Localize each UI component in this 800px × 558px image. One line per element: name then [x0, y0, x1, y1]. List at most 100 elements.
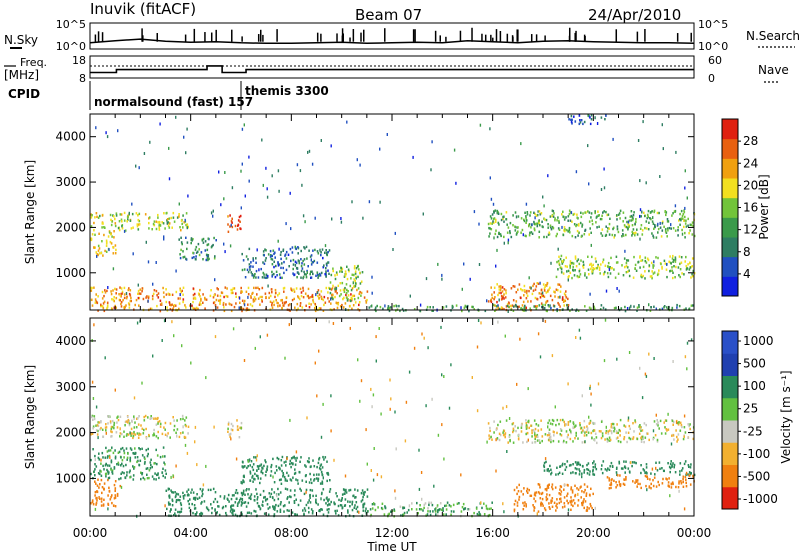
data-cell: [196, 463, 198, 467]
data-cell: [313, 478, 316, 481]
data-cell: [638, 305, 640, 309]
data-cell: [680, 261, 683, 264]
data-cell: [603, 359, 606, 363]
data-cell: [498, 307, 501, 311]
data-cell: [271, 258, 274, 261]
data-cell: [517, 437, 520, 440]
data-cell: [233, 287, 236, 290]
data-cell: [121, 290, 124, 293]
data-cell: [548, 431, 550, 435]
data-cell: [591, 222, 594, 226]
data-cell: [210, 488, 212, 492]
data-cell: [210, 289, 212, 292]
data-cell: [255, 261, 257, 264]
data-cell: [370, 513, 372, 517]
data-cell: [547, 223, 549, 226]
data-cell: [638, 304, 640, 307]
data-cell: [280, 482, 283, 485]
data-cell: [588, 220, 591, 223]
data-cell: [665, 211, 668, 214]
data-cell: [579, 119, 581, 122]
data-cell: [300, 249, 302, 253]
data-cell: [518, 498, 520, 501]
data-cell: [652, 438, 654, 441]
data-cell: [294, 468, 296, 471]
data-cell: [102, 435, 105, 438]
data-cell: [138, 463, 140, 467]
data-cell: [271, 254, 273, 258]
data-cell: [102, 306, 105, 310]
data-cell: [616, 225, 619, 228]
data-cell: [611, 426, 614, 429]
data-cell: [174, 495, 177, 499]
data-cell: [179, 289, 182, 292]
data-cell: [546, 309, 548, 313]
data-cell: [157, 213, 159, 217]
data-cell: [679, 421, 682, 424]
data-cell: [146, 454, 149, 458]
data-cell: [540, 302, 543, 305]
data-cell: [270, 288, 273, 291]
data-cell: [580, 235, 583, 238]
data-cell: [238, 436, 241, 439]
data-cell: [496, 248, 498, 252]
data-cell: [543, 289, 546, 292]
data-cell: [493, 420, 495, 423]
data-cell: [555, 288, 558, 291]
data-cell: [121, 227, 124, 230]
data-cell: [586, 485, 589, 488]
data-cell: [644, 270, 646, 273]
data-cell: [146, 477, 149, 480]
data-cell: [255, 269, 258, 273]
data-cell: [105, 462, 107, 466]
data-cell: [91, 214, 93, 217]
data-cell: [137, 228, 140, 231]
data-cell: [557, 216, 559, 219]
data-cell: [200, 299, 202, 302]
data-cell: [300, 258, 302, 261]
data-cell: [645, 484, 647, 488]
data-cell: [453, 148, 456, 152]
data-cell: [300, 264, 303, 268]
x-tick-label: 04:00: [173, 526, 208, 540]
data-cell: [107, 415, 109, 418]
data-cell: [319, 307, 322, 310]
data-cell: [225, 294, 227, 298]
data-cell: [512, 430, 514, 434]
data-cell: [486, 299, 488, 303]
data-cell: [600, 116, 603, 119]
data-cell: [260, 463, 263, 466]
data-cell: [285, 464, 287, 467]
data-cell: [138, 219, 141, 223]
data-cell: [145, 240, 147, 244]
data-cell: [254, 456, 257, 459]
data-cell: [563, 304, 565, 307]
data-cell: [375, 309, 377, 313]
data-cell: [460, 473, 462, 477]
data-cell: [679, 429, 682, 432]
data-cell: [668, 465, 671, 469]
data-cell: [124, 420, 127, 424]
data-cell: [652, 436, 655, 440]
data-cell: [657, 480, 659, 484]
data-cell: [598, 266, 601, 269]
data-cell: [130, 432, 132, 435]
data-cell: [107, 470, 109, 473]
data-cell: [656, 440, 659, 443]
data-cell: [162, 446, 165, 449]
data-cell: [689, 423, 691, 426]
data-cell: [572, 265, 574, 269]
data-cell: [494, 304, 496, 307]
data-cell: [632, 480, 634, 483]
data-cell: [574, 120, 577, 123]
data-cell: [375, 359, 377, 363]
data-cell: [250, 271, 253, 274]
data-cell: [270, 492, 273, 496]
data-cell: [667, 462, 669, 465]
data-cell: [303, 512, 305, 516]
data-cell: [538, 439, 541, 442]
data-cell: [587, 462, 590, 465]
data-cell: [533, 305, 535, 308]
data-cell: [301, 306, 304, 309]
data-cell: [583, 233, 586, 236]
